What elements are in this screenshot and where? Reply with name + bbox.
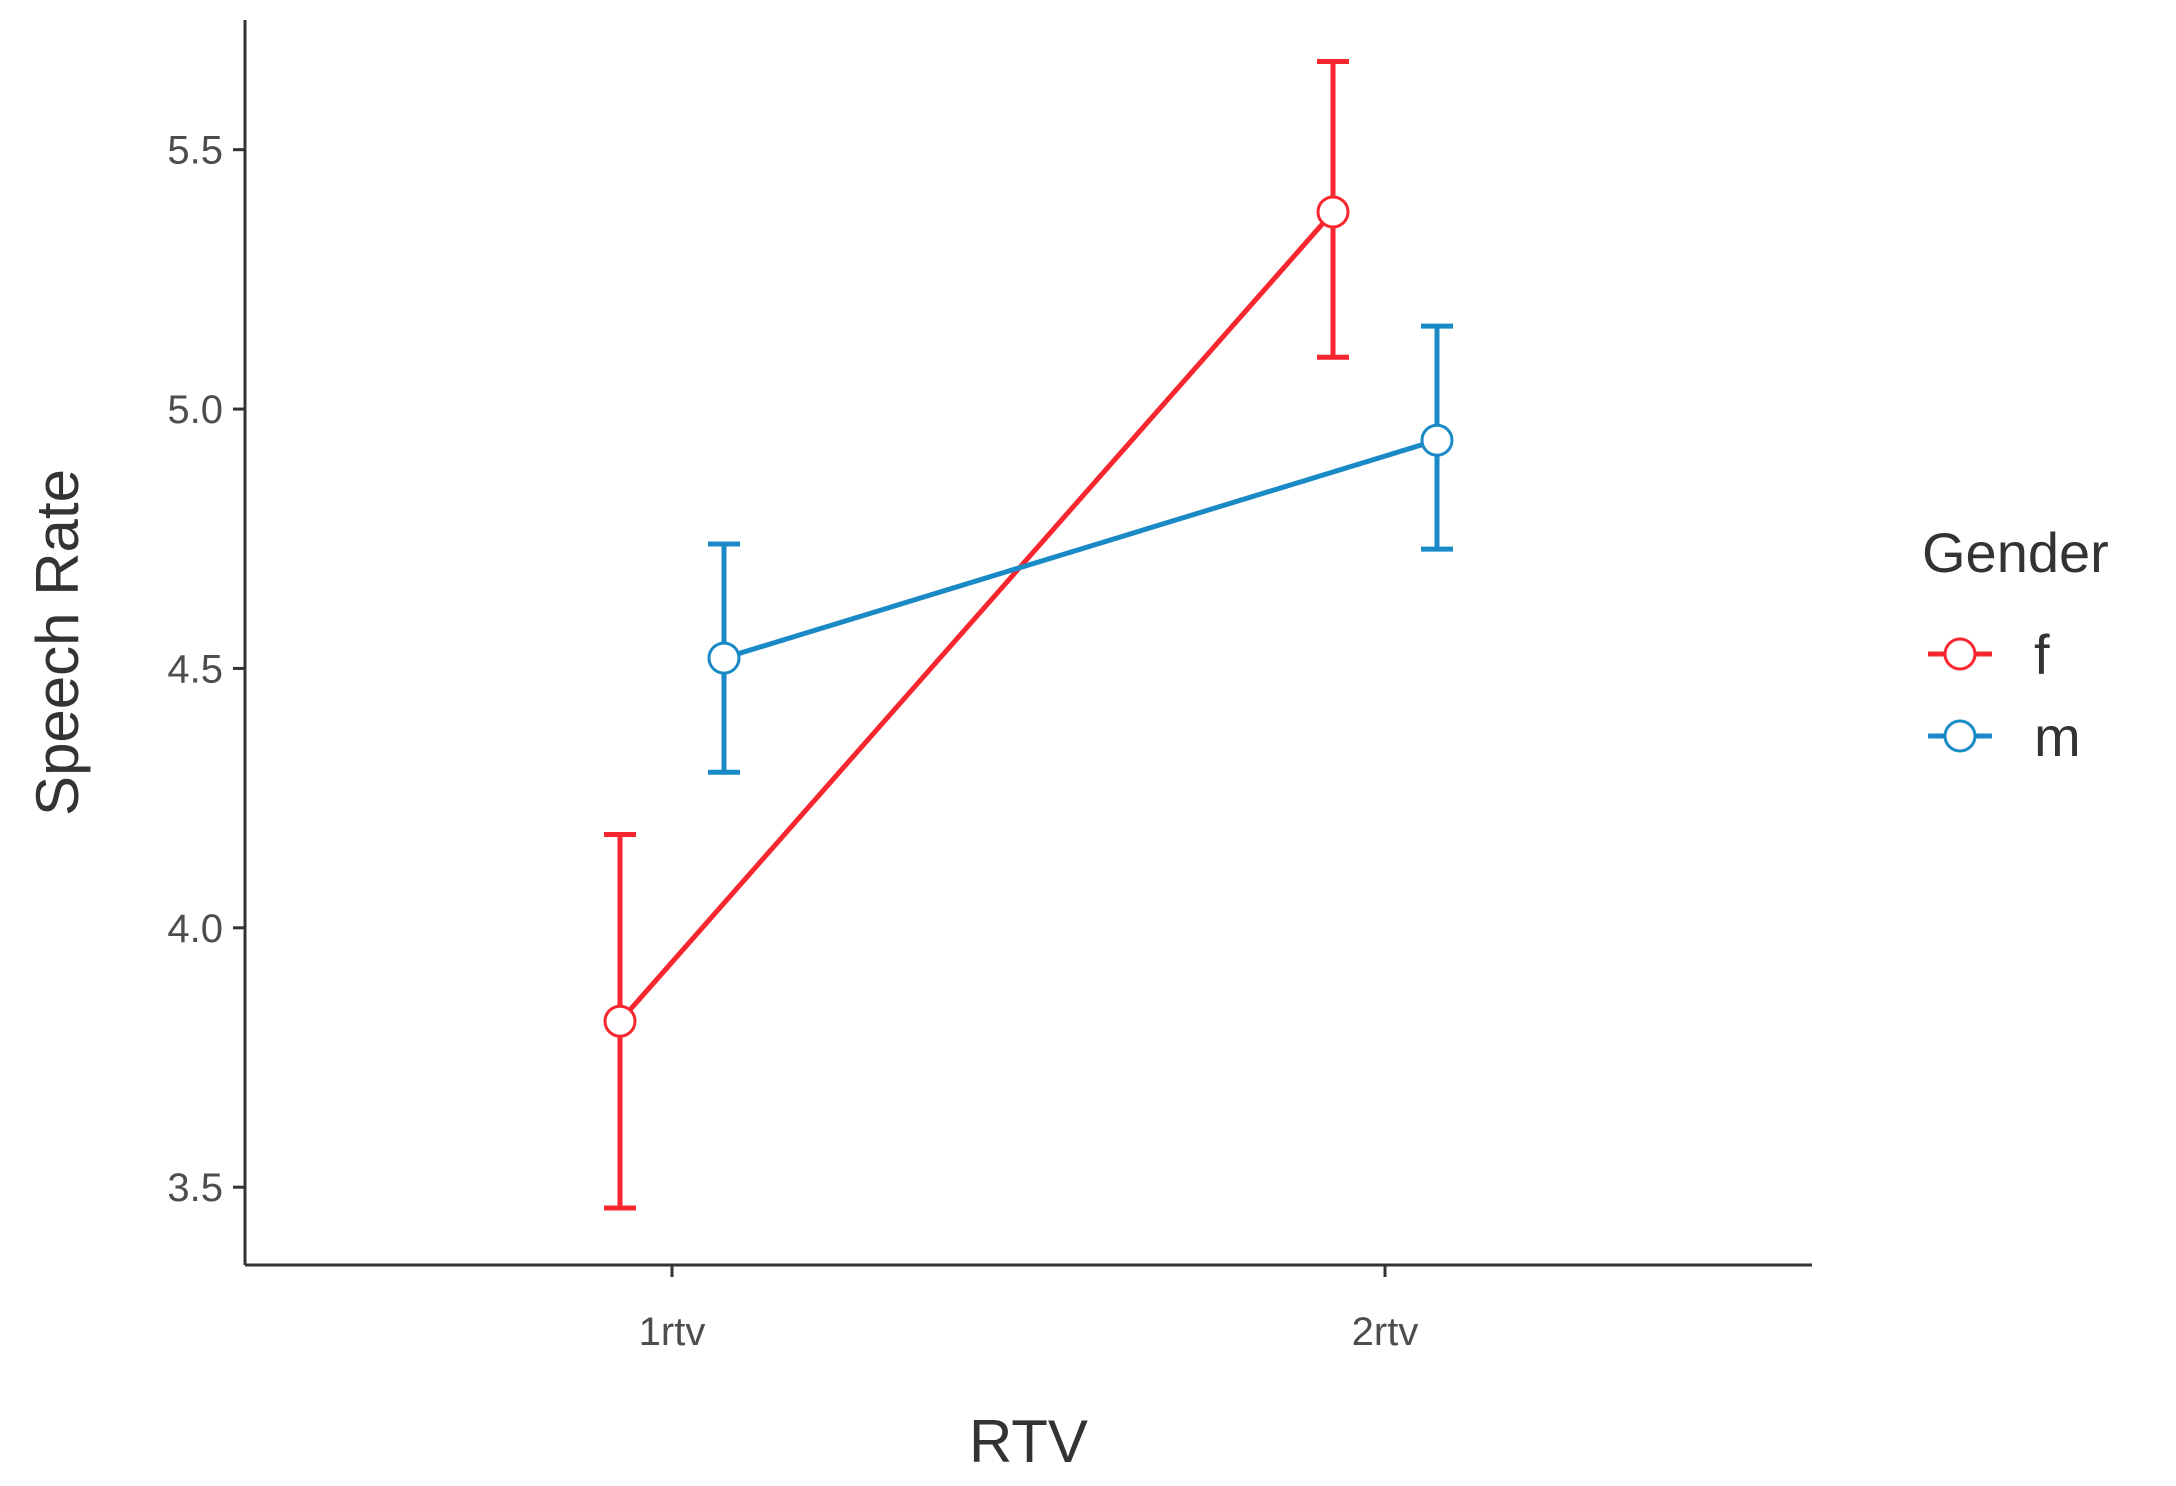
y-axis-title: Speech Rate xyxy=(24,469,91,816)
x-tick-label: 1rtv xyxy=(639,1310,706,1354)
axes: 3.5 4.0 4.5 5.0 5.5 1rtv 2rtv xyxy=(167,20,1812,1354)
y-tick-label: 3.5 xyxy=(167,1166,223,1210)
legend-label: m xyxy=(2034,705,2081,768)
data-point xyxy=(1316,195,1350,229)
legend-label: f xyxy=(2034,623,2050,686)
y-tick-label: 5.5 xyxy=(167,129,223,173)
x-tick-label: 2rtv xyxy=(1352,1310,1419,1354)
legend-key-point xyxy=(1943,719,1977,753)
data-point xyxy=(603,1004,637,1038)
legend-item-m: m xyxy=(1928,705,2081,768)
series-m xyxy=(707,323,1454,775)
legend-title: Gender xyxy=(1922,521,2109,584)
data-point xyxy=(1420,423,1454,457)
y-tick-label: 4.0 xyxy=(167,907,223,951)
legend-item-f: f xyxy=(1928,623,2050,686)
x-axis-title: RTV xyxy=(969,1408,1088,1475)
series-f xyxy=(603,59,1350,1211)
y-tick-label: 5.0 xyxy=(167,388,223,432)
series-layer xyxy=(603,59,1454,1211)
data-point xyxy=(707,641,741,675)
legend-key-point xyxy=(1943,637,1977,671)
y-tick-label: 4.5 xyxy=(167,647,223,691)
series-line-f xyxy=(618,210,1335,1023)
series-line-m xyxy=(723,437,1438,661)
legend: Gender fm xyxy=(1922,521,2109,768)
